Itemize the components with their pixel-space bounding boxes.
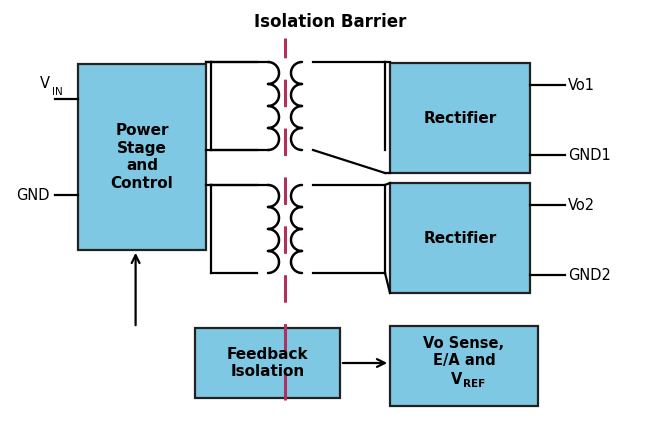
Bar [78, 64, 206, 250]
Text: Rectifier: Rectifier [424, 110, 496, 125]
Text: Feedback
Isolation: Feedback Isolation [227, 347, 308, 379]
Text: Power
Stage
and
Control: Power Stage and Control [110, 123, 173, 190]
Bar [195, 328, 340, 398]
Text: E/A and: E/A and [433, 354, 495, 369]
Text: Vo2: Vo2 [568, 197, 595, 212]
Text: Vo1: Vo1 [568, 77, 595, 92]
Text: Rectifier: Rectifier [424, 231, 496, 246]
Text: Isolation Barrier: Isolation Barrier [254, 13, 407, 31]
Bar [390, 326, 538, 406]
Bar [390, 183, 530, 293]
Text: IN: IN [52, 87, 63, 97]
Bar [390, 63, 530, 173]
Text: GND: GND [17, 187, 50, 202]
Text: GND1: GND1 [568, 148, 611, 163]
Text: GND2: GND2 [568, 268, 611, 282]
Text: Vo Sense,: Vo Sense, [424, 336, 504, 351]
Text: V: V [40, 76, 50, 91]
Text: V: V [451, 372, 462, 387]
Text: REF: REF [463, 379, 485, 389]
